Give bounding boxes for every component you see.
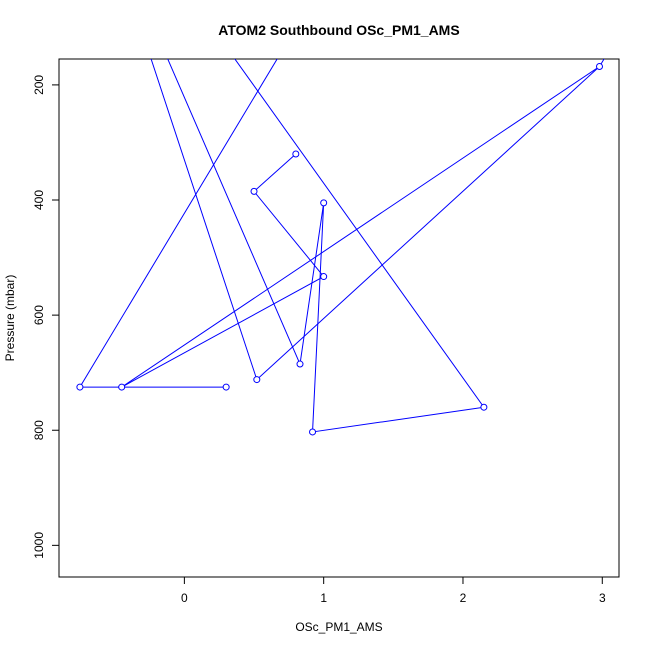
data-point <box>309 428 317 436</box>
data-point <box>253 376 261 384</box>
data-point <box>596 62 603 70</box>
data-point <box>296 360 304 368</box>
y-axis: 200 400 600 800 1000 <box>32 75 60 559</box>
y-tick-label: 200 <box>32 75 46 95</box>
data-point <box>222 383 230 391</box>
series-line-3 <box>121 153 325 388</box>
y-axis-label: Pressure (mbar) <box>3 275 17 362</box>
data-point <box>320 199 328 207</box>
x-tick-label: 3 <box>599 591 606 605</box>
y-tick-label: 1000 <box>32 532 46 559</box>
series-line-1 <box>79 59 605 388</box>
data-point <box>480 403 488 411</box>
data-point <box>250 187 258 195</box>
data-point <box>76 383 84 391</box>
y-tick-label: 800 <box>32 420 46 440</box>
data-point <box>118 383 126 391</box>
series-layer <box>79 59 605 433</box>
plot-frame <box>58 58 620 578</box>
x-tick-label: 2 <box>460 591 467 605</box>
y-tick-label: 600 <box>32 305 46 325</box>
chart-title: ATOM2 Southbound OSc_PM1_AMS <box>218 22 459 38</box>
x-tick-label: 0 <box>181 591 188 605</box>
x-axis-label: OSc_PM1_AMS <box>295 620 382 634</box>
data-point <box>320 273 328 281</box>
x-axis: 0 1 2 3 <box>181 576 606 605</box>
data-point <box>292 150 300 158</box>
y-tick-label: 400 <box>32 190 46 210</box>
marker-layer <box>76 62 603 436</box>
series-line-4 <box>167 59 485 433</box>
x-tick-label: 1 <box>320 591 327 605</box>
